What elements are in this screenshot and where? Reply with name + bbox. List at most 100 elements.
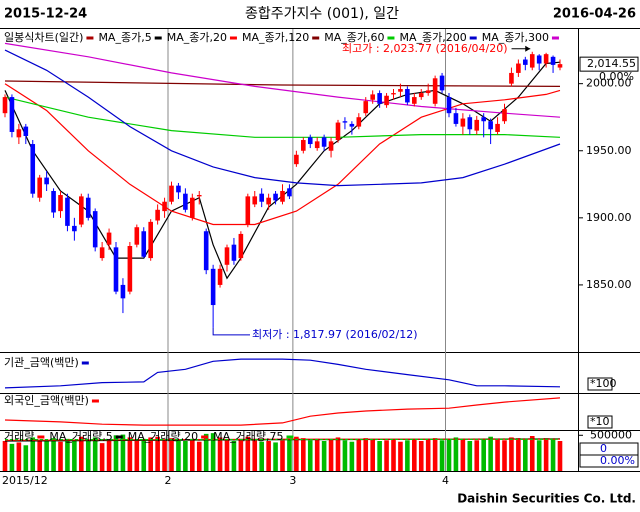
legend-swatch	[551, 36, 559, 40]
candle-body	[460, 118, 466, 127]
x-tick-label: 2015/12	[2, 474, 48, 487]
candle-body	[301, 140, 306, 151]
legend-swatch	[86, 36, 94, 40]
volume-bar	[44, 440, 49, 471]
volume-bar	[342, 440, 348, 471]
volume-bar	[72, 441, 77, 471]
volume-bar	[321, 441, 327, 471]
candle-body	[418, 93, 424, 98]
volume-bar	[245, 436, 251, 471]
candle-body	[79, 196, 84, 225]
legend-swatch	[201, 435, 209, 439]
volume-bar	[481, 438, 486, 471]
volume-bar	[335, 437, 341, 471]
candle-body	[481, 117, 486, 122]
volume-bar	[460, 439, 466, 471]
volume-bar	[377, 441, 382, 471]
unit-box	[587, 415, 613, 429]
volume-bar	[141, 438, 147, 471]
y-tick-label: 500000	[590, 428, 632, 441]
volume-bar	[203, 433, 209, 471]
candle-body	[273, 193, 278, 201]
change-value: 0.00%	[599, 70, 634, 83]
volume-bar	[148, 437, 153, 471]
volume-bar	[210, 433, 216, 471]
candle-body	[557, 64, 563, 68]
candle-body	[446, 97, 452, 114]
volume-bar	[405, 440, 410, 471]
candle-body	[176, 185, 181, 193]
candle-body	[550, 56, 556, 65]
volume-bar	[412, 438, 417, 471]
candle-body	[217, 268, 223, 285]
candle-body	[196, 195, 202, 197]
candle-body	[328, 141, 334, 151]
ma-line	[4, 49, 561, 187]
volume-bar	[391, 439, 396, 471]
volume-bar	[65, 438, 70, 471]
candle-body	[203, 231, 209, 271]
candle-body	[391, 93, 396, 95]
footer: Daishin Securities Co. Ltd.	[457, 492, 636, 506]
volume-bar	[252, 440, 258, 471]
volume-bar	[259, 441, 264, 471]
legend-swatch	[469, 36, 477, 40]
candle-body	[252, 196, 258, 205]
legend-swatch	[312, 36, 320, 40]
candle-body	[370, 94, 375, 100]
volume-bar	[9, 443, 15, 471]
candle-body	[99, 247, 105, 259]
volume-bar	[432, 438, 438, 471]
volume-bar	[502, 440, 507, 471]
unit-label: *100	[590, 377, 617, 390]
legend-label: MA_종가,300	[482, 31, 549, 44]
candle-body	[2, 97, 8, 114]
candle-body	[495, 123, 500, 132]
candle-body	[488, 121, 493, 130]
candle-body	[321, 137, 327, 147]
volume-bar	[2, 441, 8, 471]
volume-bar	[356, 439, 362, 471]
candle-body	[231, 244, 237, 261]
start-date: 2015-12-24	[4, 7, 87, 22]
candle-body	[280, 191, 285, 202]
ma-line	[4, 80, 561, 87]
candle-body	[72, 225, 77, 232]
volume-bar	[37, 439, 42, 471]
candle-body	[349, 123, 355, 127]
unit-box	[587, 377, 613, 391]
volume-bar	[446, 438, 452, 471]
candle-body	[294, 154, 299, 165]
volume-bar	[529, 436, 535, 471]
chart-title: 종합주가지수 (001), 일간	[245, 6, 399, 22]
candle-body	[425, 90, 431, 94]
candle-body	[335, 122, 341, 141]
volume-bar	[106, 439, 112, 471]
legend-label: MA_종가,20	[167, 31, 227, 44]
candle-body	[106, 232, 112, 245]
legend-swatch	[37, 435, 45, 439]
x-tick-label: 4	[442, 474, 449, 487]
candle-body	[120, 284, 126, 299]
candle-body	[474, 119, 480, 131]
candle-body	[405, 89, 410, 103]
candle-body	[169, 185, 174, 202]
volume-bar	[99, 443, 105, 471]
volume-bar	[516, 438, 521, 471]
volume-bar	[474, 440, 480, 471]
legend-swatch	[387, 36, 395, 40]
y-tick-label: 2000.00	[586, 77, 632, 90]
x-tick-label: 3	[289, 474, 296, 487]
candle-body	[127, 246, 133, 292]
candle-body	[509, 72, 514, 84]
volume-bar	[196, 441, 202, 471]
legend-label: MA_종가,60	[324, 31, 384, 44]
ma-line	[4, 42, 561, 118]
legend-label: 외국인_금액(백만)	[4, 394, 89, 407]
legend-label: MA_종가,200	[399, 31, 466, 44]
legend-label: MA_거래량,5	[49, 430, 112, 443]
volume-bar	[314, 438, 320, 471]
candle-body	[141, 231, 147, 257]
volume-bar	[238, 438, 244, 471]
candle-body	[307, 137, 313, 145]
